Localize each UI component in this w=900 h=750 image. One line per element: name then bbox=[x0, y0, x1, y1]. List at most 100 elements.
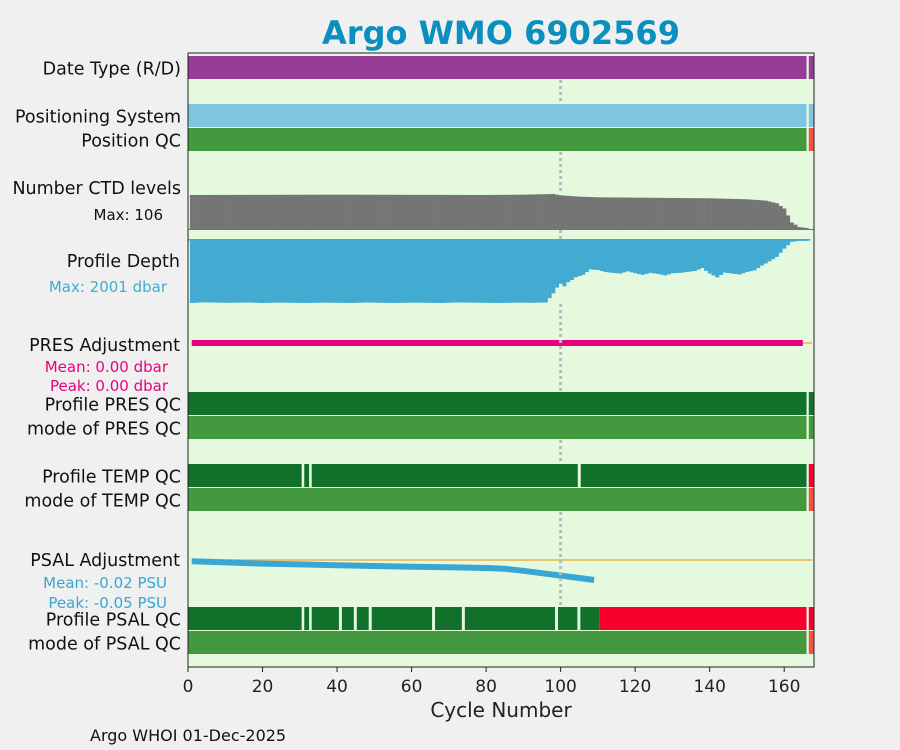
row-5-segment-2 bbox=[311, 464, 578, 487]
ctd-bar bbox=[614, 197, 619, 229]
depth-bar bbox=[692, 239, 697, 271]
depth-bar bbox=[223, 239, 228, 303]
depth-bar bbox=[283, 239, 288, 303]
depth-bar bbox=[275, 239, 280, 303]
ctd-bar bbox=[458, 194, 463, 229]
row-7-segment-4 bbox=[356, 607, 369, 630]
depth-bar bbox=[279, 239, 284, 303]
ctd-bar bbox=[633, 197, 638, 229]
depth-bar bbox=[797, 239, 802, 241]
depth-bar bbox=[596, 239, 601, 271]
ctd-bar bbox=[402, 194, 407, 229]
depth-bar bbox=[730, 239, 735, 274]
ctd-bar bbox=[428, 194, 433, 229]
depth-bar bbox=[197, 239, 202, 303]
ctd-bar bbox=[234, 194, 239, 229]
depth-bar bbox=[394, 239, 399, 303]
depth-bar bbox=[655, 239, 660, 274]
row-4-segment-0 bbox=[188, 416, 807, 439]
ctd-bar bbox=[279, 194, 284, 229]
depth-bar bbox=[547, 239, 552, 299]
ctd-bar bbox=[610, 197, 615, 229]
depth-bar bbox=[745, 239, 750, 272]
ctd-bar bbox=[521, 194, 526, 229]
depth-bar bbox=[264, 239, 269, 303]
depth-bar bbox=[417, 239, 422, 303]
pres-label: PRES Adjustment bbox=[29, 336, 180, 356]
depth-bar bbox=[521, 239, 526, 303]
depth-bar bbox=[763, 239, 768, 264]
ctd-bar bbox=[592, 197, 597, 229]
row-3-segment-0 bbox=[188, 392, 807, 415]
x-tick-label: 60 bbox=[401, 677, 423, 697]
x-axis: 0 20 40 60 80 100 120 140 160 bbox=[183, 52, 815, 697]
depth-bar bbox=[432, 239, 437, 303]
footer-credit: Argo WHOI 01-Dec-2025 bbox=[90, 726, 286, 745]
ctd-bar bbox=[215, 194, 220, 229]
ctd-bar bbox=[506, 194, 511, 229]
depth-bar bbox=[219, 239, 224, 303]
ctd-bar bbox=[748, 199, 753, 229]
ctd-bar bbox=[525, 194, 530, 229]
ctd-bar bbox=[741, 199, 746, 229]
ctd-bar bbox=[208, 194, 213, 229]
row-7-segment-7 bbox=[464, 607, 556, 630]
psal-peak-label: Peak: -0.05 PSU bbox=[48, 594, 167, 612]
ctd-bar bbox=[793, 224, 798, 229]
x-tick-label: 140 bbox=[693, 677, 725, 697]
ctd-bar bbox=[461, 194, 466, 229]
ctd-bar bbox=[439, 194, 444, 229]
ctd-bar bbox=[271, 194, 276, 229]
depth-bar bbox=[469, 239, 474, 303]
qc-bar-rows bbox=[188, 56, 814, 654]
depth-bar bbox=[245, 239, 250, 303]
ctd-bar bbox=[704, 198, 709, 229]
ctd-bar bbox=[357, 194, 362, 229]
ctd-bar bbox=[249, 194, 254, 229]
ctd-bar bbox=[689, 198, 694, 229]
ctd-bar bbox=[197, 194, 202, 229]
row-8-segment-0 bbox=[188, 631, 807, 654]
ctd-bar bbox=[655, 197, 660, 229]
ctd-bar bbox=[718, 198, 724, 229]
depth-bar bbox=[413, 239, 418, 303]
ctd-bar bbox=[346, 194, 351, 229]
ctd-bar bbox=[759, 200, 764, 229]
x-tick-label: 40 bbox=[326, 677, 348, 697]
ctd-bar bbox=[804, 228, 809, 229]
ctd-bar bbox=[484, 194, 489, 229]
depth-bar bbox=[599, 239, 604, 271]
depth-bar bbox=[525, 239, 530, 303]
depth-bar bbox=[428, 239, 433, 303]
ctd-bar bbox=[651, 197, 656, 229]
depth-bar bbox=[189, 239, 194, 303]
row-3-segment-1 bbox=[808, 392, 814, 415]
depth-bar bbox=[398, 239, 403, 303]
depth-bar bbox=[376, 239, 381, 303]
depth-bar bbox=[726, 239, 731, 274]
ctd-bar bbox=[640, 197, 645, 229]
depth-bar bbox=[286, 239, 291, 303]
ctd-bar bbox=[327, 194, 332, 229]
plot-frame bbox=[187, 52, 815, 668]
ctd-bar bbox=[786, 215, 791, 229]
row-7-segment-9 bbox=[580, 607, 600, 630]
depth-bar bbox=[316, 239, 321, 303]
ctd-bar bbox=[588, 197, 593, 229]
ctd-bar bbox=[528, 194, 533, 229]
row-7-segment-6 bbox=[435, 607, 462, 630]
ctd-bar bbox=[219, 194, 224, 229]
depth-bar bbox=[577, 239, 582, 277]
ctd-bar bbox=[685, 198, 690, 229]
ctd-bar bbox=[599, 197, 604, 229]
ctd-bar bbox=[379, 194, 384, 229]
depth-bar bbox=[756, 239, 761, 268]
depth-bar bbox=[666, 239, 671, 275]
ctd-bar bbox=[256, 194, 261, 229]
depth-bar bbox=[677, 239, 683, 273]
ctd-bar bbox=[245, 194, 250, 229]
ctd-bar bbox=[670, 197, 675, 229]
ctd-bar bbox=[204, 194, 209, 229]
ctd-bar bbox=[320, 194, 325, 229]
ctd-bar bbox=[499, 194, 504, 229]
